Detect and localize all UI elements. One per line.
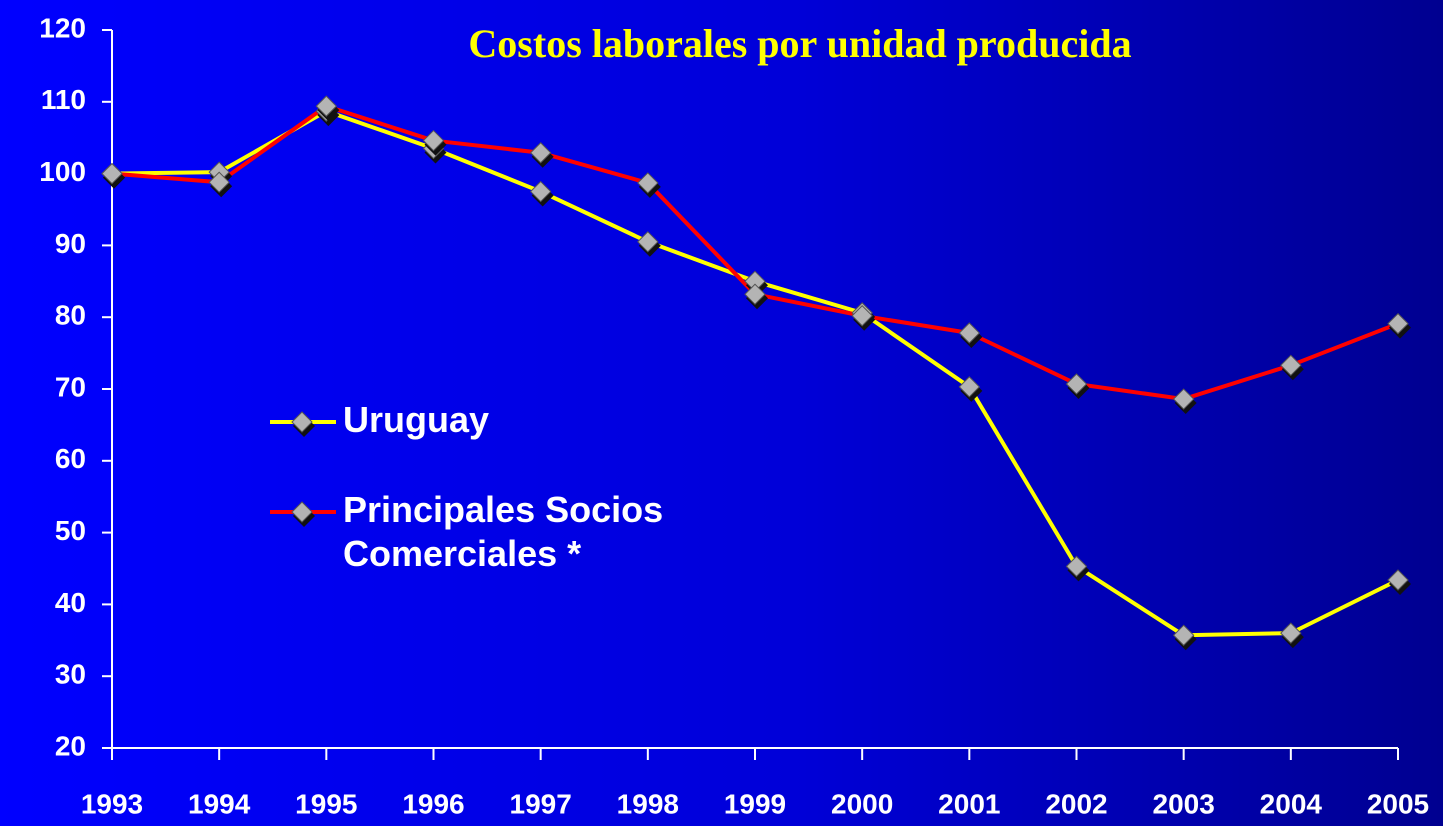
data-point <box>637 231 661 257</box>
data-point <box>1172 624 1197 651</box>
x-tick-label: 1999 <box>724 788 786 819</box>
data-point <box>1172 388 1197 415</box>
y-tick-label: 20 <box>55 730 86 761</box>
series-line <box>111 104 1399 402</box>
data-point <box>1280 622 1304 649</box>
x-tick-label: 1996 <box>402 788 464 819</box>
marker <box>422 129 445 152</box>
marker <box>1280 622 1302 644</box>
y-tick-label: 70 <box>55 371 86 402</box>
x-tick-label: 2000 <box>831 788 893 819</box>
data-point <box>1280 354 1304 381</box>
x-tick-label: 2004 <box>1260 788 1323 819</box>
data-point <box>529 180 554 207</box>
x-tick-label: 2003 <box>1153 788 1215 819</box>
marker <box>1172 388 1195 410</box>
data-point <box>208 171 233 198</box>
y-tick-label: 30 <box>55 659 86 690</box>
y-tick-label: 90 <box>55 228 86 259</box>
x-tick-label: 1995 <box>295 788 357 819</box>
data-point <box>744 283 768 310</box>
data-point <box>958 376 983 402</box>
legend-marker <box>291 411 315 437</box>
x-tick-label: 1993 <box>81 788 143 819</box>
data-point <box>1387 569 1411 595</box>
marker <box>958 376 981 398</box>
y-tick-label: 110 <box>41 84 86 115</box>
x-tick-label: 1994 <box>188 788 251 819</box>
marker <box>1387 569 1409 591</box>
data-point <box>422 129 447 156</box>
marker <box>744 283 766 305</box>
marker <box>1280 354 1302 377</box>
marker <box>958 322 981 344</box>
x-tick-label: 2001 <box>938 788 1000 819</box>
x-tick-label: 2005 <box>1367 788 1429 819</box>
marker <box>1172 624 1195 646</box>
data-point <box>1065 555 1090 582</box>
legend-label: Principales Socios Comerciales * <box>343 489 664 574</box>
marker <box>1387 312 1409 335</box>
y-tick-label: 60 <box>55 443 86 474</box>
y-tick-label: 40 <box>55 587 86 618</box>
x-tick-label: 1998 <box>617 788 679 819</box>
y-tick-label: 50 <box>55 515 86 546</box>
marker <box>291 411 313 433</box>
marker <box>291 501 313 523</box>
legend-label: Uruguay <box>343 399 490 440</box>
marker <box>529 142 552 164</box>
marker <box>101 162 123 185</box>
series-line <box>111 109 1399 638</box>
y-tick-label: 120 <box>39 12 86 43</box>
marker <box>1065 373 1088 395</box>
y-tick-label: 80 <box>55 300 86 331</box>
data-point <box>1065 373 1090 399</box>
marker <box>851 305 873 327</box>
data-point <box>637 172 661 198</box>
data-point <box>1387 312 1411 339</box>
marker <box>1065 555 1088 578</box>
data-point <box>851 305 876 331</box>
x-tick-label: 2002 <box>1045 788 1107 819</box>
x-tick-label: 1997 <box>510 788 572 819</box>
marker <box>208 171 230 193</box>
data-point <box>958 322 983 348</box>
y-tick-label: 100 <box>39 156 86 187</box>
marker <box>529 180 552 203</box>
data-point <box>315 95 340 122</box>
marker <box>315 95 338 117</box>
marker <box>637 231 659 253</box>
data-point <box>101 162 125 189</box>
marker <box>637 172 659 194</box>
chart-title: Costos laborales por unidad producida <box>468 21 1131 66</box>
data-point <box>529 142 554 168</box>
legend-marker <box>291 501 315 527</box>
